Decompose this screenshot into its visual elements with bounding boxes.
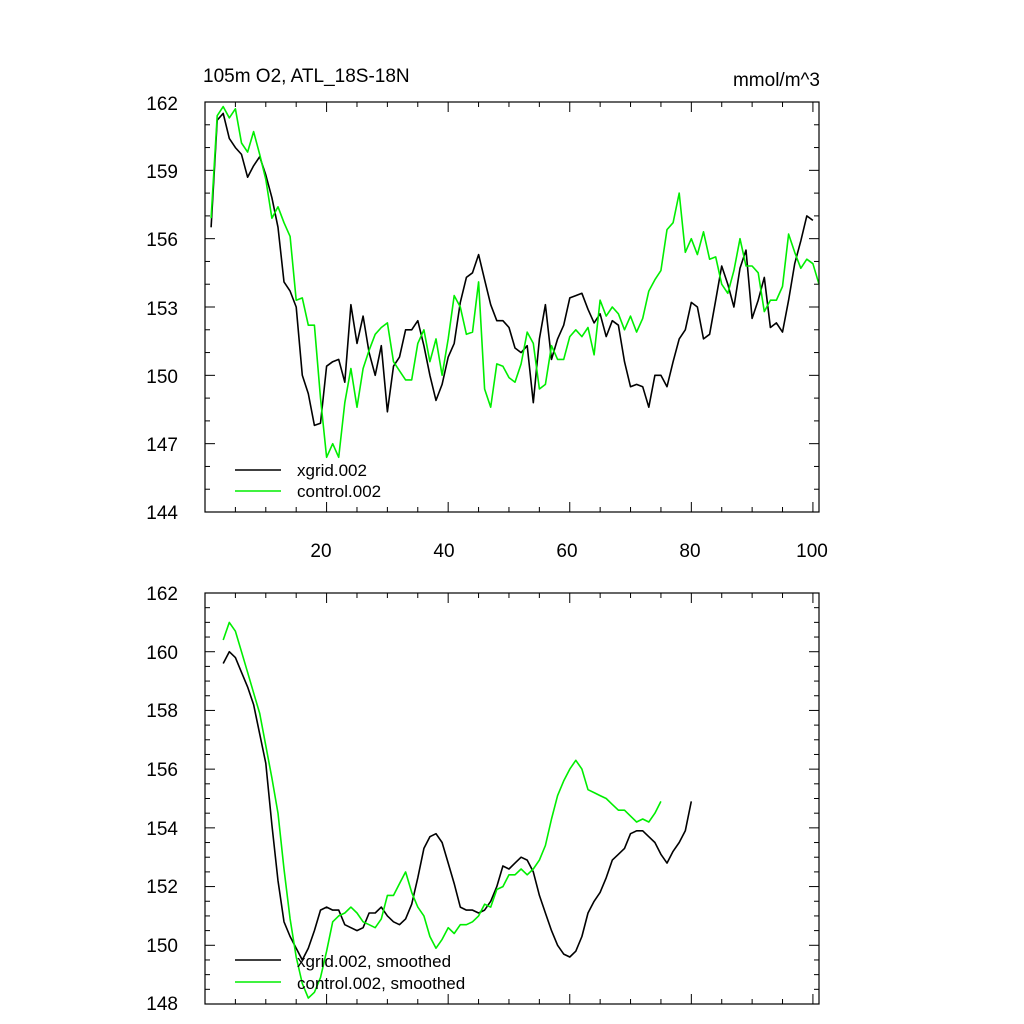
- series-line-control: [210, 105, 820, 459]
- top-axis-ticks: [205, 101, 819, 513]
- y-tick-label: 150: [146, 936, 178, 957]
- x-tick-label: 40: [433, 541, 454, 562]
- legend: xgrid.002 control.002: [235, 461, 381, 501]
- y-tick-label: 148: [146, 994, 178, 1015]
- y-tick-label: 144: [146, 503, 178, 524]
- legend-label: xgrid.002, smoothed: [297, 952, 451, 971]
- y-tick-label: 162: [146, 94, 178, 115]
- bottom-panel: 162 160 158 156 154 152 150 148 xgrid.00…: [146, 584, 820, 1015]
- top-panel: 105m O2, ATL_18S-18N mmol/m^3 162 159 15…: [146, 66, 828, 562]
- y-tick-label: 154: [146, 819, 178, 840]
- x-tick-label: 60: [556, 541, 577, 562]
- y-tick-label: 160: [146, 643, 178, 664]
- x-tick-label: 100: [796, 541, 828, 562]
- series-line-xgrid-smoothed: [222, 650, 693, 961]
- y-tick-label: 153: [146, 299, 178, 320]
- y-tick-label: 150: [146, 367, 178, 388]
- y-tick-label: 158: [146, 701, 178, 722]
- x-tick-label: 20: [310, 541, 331, 562]
- legend: xgrid.002, smoothed control.002, smoothe…: [235, 952, 465, 993]
- legend-label: control.002: [297, 482, 381, 501]
- plot-frame: [204, 101, 820, 513]
- legend-label: xgrid.002: [297, 461, 367, 480]
- y-tick-label: 156: [146, 760, 178, 781]
- plot-frame: [204, 592, 820, 1005]
- y-tick-label: 162: [146, 584, 178, 605]
- bottom-axis-ticks: [205, 592, 819, 1005]
- units-label: mmol/m^3: [733, 70, 820, 91]
- series-line-control-smoothed: [222, 621, 662, 999]
- chart-title: 105m O2, ATL_18S-18N: [203, 66, 410, 87]
- y-tick-label: 159: [146, 162, 178, 183]
- y-tick-label: 147: [146, 435, 178, 456]
- series-line-xgrid: [210, 112, 814, 427]
- y-tick-label: 152: [146, 877, 178, 898]
- y-tick-label: 156: [146, 230, 178, 251]
- x-tick-label: 80: [679, 541, 700, 562]
- legend-label: control.002, smoothed: [297, 974, 465, 993]
